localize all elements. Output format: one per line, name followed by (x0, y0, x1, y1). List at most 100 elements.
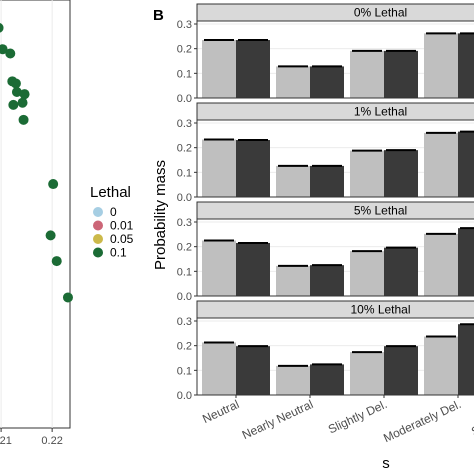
bar-light (202, 342, 236, 395)
facets: 0% Lethal 0.0 0.1 0.2 0.3 1% Lethal 0.0 0.1 0.2 0… (177, 3, 474, 402)
y-tick-label: 0.2 (177, 242, 192, 254)
y-tick-label: 0.0 (177, 192, 192, 204)
bar-light (350, 50, 384, 98)
scatter-plot-area (0, 0, 71, 429)
legend-title: Lethal (90, 184, 131, 201)
facet-border (196, 119, 474, 198)
bar-light (276, 365, 310, 395)
y-tick-label: 0.2 (177, 143, 192, 155)
bar-light (424, 233, 458, 296)
facet-panel: 1% Lethal 0.0 0.1 0.2 0.3 (177, 102, 474, 204)
bar-dark (236, 140, 270, 197)
facet-strip (196, 201, 474, 220)
bar-light (350, 251, 384, 296)
scatter-point (19, 89, 30, 100)
bar-light (202, 40, 236, 98)
bar-light (350, 150, 384, 197)
category-label: Neutral (200, 397, 241, 426)
y-tick-label: 0.3 (177, 118, 192, 130)
facet-border (196, 20, 474, 99)
bar-dark (384, 346, 418, 395)
bar-light (276, 66, 310, 98)
y-tick-label: 0.0 (177, 93, 192, 105)
bar-light (350, 352, 384, 395)
y-tick-label: 0.2 (177, 341, 192, 353)
bar-light (424, 33, 458, 98)
bar-dark (236, 40, 270, 98)
legend-label: 0.05 (110, 232, 134, 246)
facet-panel: 5% Lethal 0.0 0.1 0.2 0.3 (177, 201, 474, 303)
y-tick-label: 0.0 (177, 291, 192, 303)
legend-key (93, 234, 103, 244)
scatter-point (18, 114, 29, 125)
facet-strip (196, 102, 474, 121)
bar-dark (458, 228, 474, 296)
scatter-x-tick-label: 0.22 (41, 435, 62, 447)
legend-label: 0.1 (110, 246, 127, 260)
facet-border (196, 218, 474, 297)
facet-strip-label: 1% Lethal (354, 105, 407, 119)
bar-panel: B Probability mass s 0% Lethal 0.0 0.1 0.2 0… (152, 3, 474, 472)
y-tick-label: 0.1 (177, 365, 192, 377)
facet-strip (196, 3, 474, 22)
scatter-point (0, 23, 4, 33)
facet-strip-label: 10% Lethal (350, 303, 410, 317)
category-label: Strongly Del. (469, 397, 474, 439)
facet-strip-label: 5% Lethal (354, 204, 407, 218)
scatter-point (10, 78, 21, 89)
legend: Lethal 00.010.050.1 (90, 184, 134, 260)
scatter-x-ticks: 0.21 0.22 (0, 428, 63, 447)
y-tick-label: 0.0 (177, 390, 192, 402)
scatter-point (62, 292, 73, 303)
category-label: Slightly Del. (326, 397, 389, 436)
y-tick-label: 0.2 (177, 44, 192, 56)
facet-panel: 10% Lethal 0.0 0.1 0.2 0.3 (177, 300, 474, 402)
legend-key (93, 207, 103, 217)
scatter-point (48, 179, 59, 190)
bar-dark (384, 247, 418, 296)
category-label: Moderately Del. (381, 397, 463, 445)
legend-label: 0.01 (110, 219, 134, 233)
legend-key (93, 220, 103, 231)
bar-dark (310, 265, 344, 296)
y-tick-label: 0.3 (177, 316, 192, 328)
y-axis-label: Probability mass (152, 160, 169, 270)
y-tick-label: 0.3 (177, 19, 192, 31)
bar-dark (384, 50, 418, 98)
category-label: Nearly Neutral (240, 397, 315, 442)
bar-dark (310, 165, 344, 197)
bar-dark (236, 242, 270, 296)
scatter-point (51, 256, 62, 267)
x-axis-label: s (382, 455, 390, 472)
bar-dark (458, 324, 474, 395)
scatter-points (0, 23, 73, 303)
scatter-x-tick-label: 0.21 (0, 435, 12, 447)
facet-strip (196, 300, 474, 319)
legend-key (93, 247, 103, 258)
legend-items: 00.010.050.1 (93, 205, 134, 260)
bar-light (276, 265, 310, 296)
y-tick-label: 0.3 (177, 217, 192, 229)
bar-dark (458, 33, 474, 98)
bar-dark (236, 346, 270, 395)
bar-dark (384, 150, 418, 197)
facet-border (196, 317, 474, 396)
facet-strip-label: 0% Lethal (354, 6, 407, 20)
y-tick-label: 0.1 (177, 167, 192, 179)
bar-dark (458, 131, 474, 197)
scatter-point (45, 230, 56, 241)
scatter-point (5, 48, 16, 59)
y-tick-label: 0.1 (177, 68, 192, 80)
scatter-point (17, 97, 28, 108)
bar-light (424, 336, 458, 395)
legend-label: 0 (110, 205, 117, 219)
scatter-point (11, 87, 22, 98)
scatter-panel: 0.21 0.22 (0, 0, 73, 447)
scatter-point (8, 99, 19, 110)
bar-dark (310, 66, 344, 98)
bar-dark (310, 364, 344, 395)
bar-light (202, 240, 236, 296)
panel-label-b: B (153, 7, 164, 24)
